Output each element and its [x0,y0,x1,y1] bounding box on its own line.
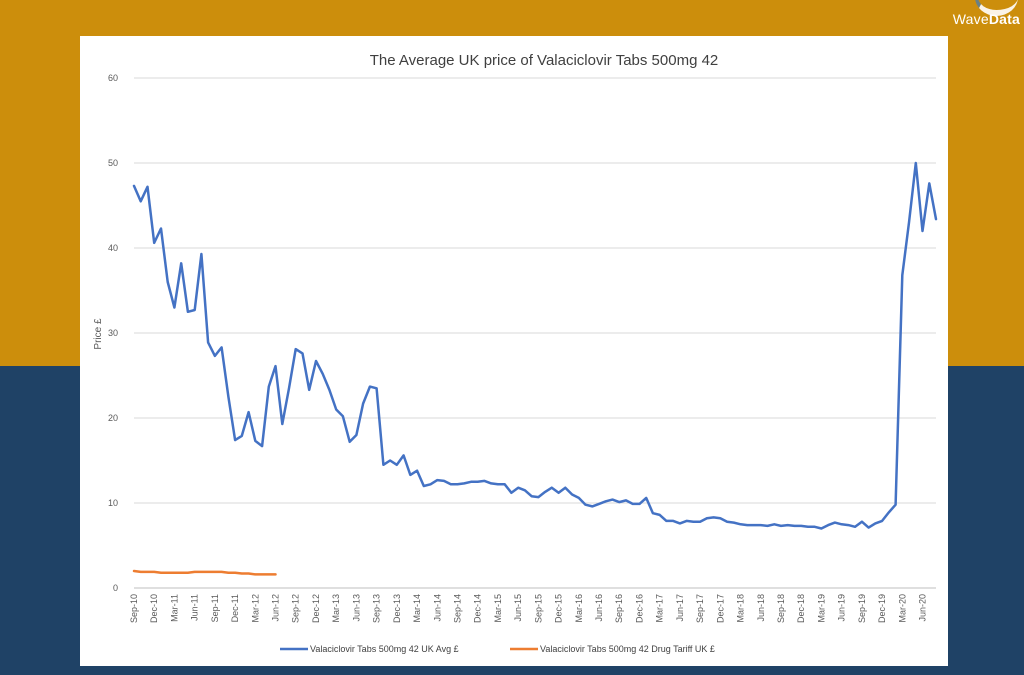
x-tick-label: Mar-20 [897,594,907,623]
x-tick-label: Sep-10 [129,594,139,623]
x-tick-label: Jun-17 [675,594,685,622]
x-axis-ticks: Sep-10 Dec-10 Mar-11 Jun-11 Sep-11 Dec-11 Mar-… [129,594,928,623]
y-axis-label: Price £ [93,318,104,350]
x-tick-label: Jun-19 [837,594,847,622]
chart-card: The Average UK price of Valaciclovir Tab… [80,36,948,666]
legend: Valaciclovir Tabs 500mg 42 UK Avg £ Vala… [280,644,715,654]
series-lines [132,161,938,576]
x-tick-label: Dec-17 [715,594,725,623]
logo-text-data: Data [988,11,1020,27]
y-tick-label: 50 [108,158,118,168]
series-line-1 [132,569,277,576]
x-tick-label: Sep-18 [776,594,786,623]
x-tick-label: Mar-14 [412,594,422,623]
x-tick-label: Jun-20 [918,594,928,622]
x-tick-label: Sep-15 [533,594,543,623]
x-tick-label: Dec-11 [230,594,240,622]
x-tick-label: Sep-14 [452,594,462,623]
legend-label-tariff: Valaciclovir Tabs 500mg 42 Drug Tariff U… [540,644,715,654]
x-tick-label: Jun-16 [594,594,604,622]
y-tick-label: 10 [108,498,118,508]
x-tick-label: Jun-18 [756,594,766,622]
x-tick-label: Sep-19 [857,594,867,623]
x-tick-label: Dec-10 [149,594,159,623]
y-tick-label: 60 [108,73,118,83]
x-tick-label: Dec-12 [311,594,321,623]
gridlines [134,77,936,589]
x-tick-label: Dec-14 [473,594,483,623]
y-tick-label: 30 [108,328,118,338]
line-chart: The Average UK price of Valaciclovir Tab… [93,52,938,654]
x-tick-label: Jun-14 [432,594,442,622]
x-tick-label: Mar-12 [250,594,260,623]
y-tick-label: 0 [113,583,118,593]
x-tick-label: Sep-11 [210,594,220,622]
wavedata-logo: WaveData [944,0,1024,32]
x-tick-label: Dec-15 [554,594,564,623]
chart-title: The Average UK price of Valaciclovir Tab… [370,52,719,69]
x-tick-label: Sep-17 [695,594,705,623]
x-tick-label: Mar-15 [493,594,503,623]
x-tick-label: Dec-18 [796,594,806,623]
x-tick-label: Jun-12 [271,594,281,622]
x-tick-label: Sep-16 [614,594,624,623]
x-tick-label: Sep-13 [372,594,382,623]
x-tick-label: Sep-12 [291,594,301,623]
x-tick-label: Dec-19 [877,594,887,623]
series-line-0 [132,161,938,530]
y-tick-label: 40 [108,243,118,253]
legend-label-avg: Valaciclovir Tabs 500mg 42 UK Avg £ [310,644,459,654]
y-axis-ticks: 0 10 20 30 40 50 60 [108,73,118,593]
x-tick-label: Mar-19 [816,594,826,623]
x-tick-label: Mar-11 [169,594,179,622]
y-tick-label: 20 [108,413,118,423]
x-tick-label: Jun-15 [513,594,523,622]
x-tick-label: Dec-13 [392,594,402,623]
logo-text: WaveData [953,11,1020,27]
x-tick-label: Jun-11 [190,594,200,621]
x-tick-label: Jun-13 [351,594,361,622]
x-tick-label: Mar-18 [736,594,746,623]
x-tick-label: Mar-13 [331,594,341,623]
x-tick-label: Mar-17 [655,594,665,623]
logo-text-wave: Wave [952,11,989,27]
x-tick-label: Mar-16 [574,594,584,623]
x-tick-label: Dec-16 [634,594,644,623]
